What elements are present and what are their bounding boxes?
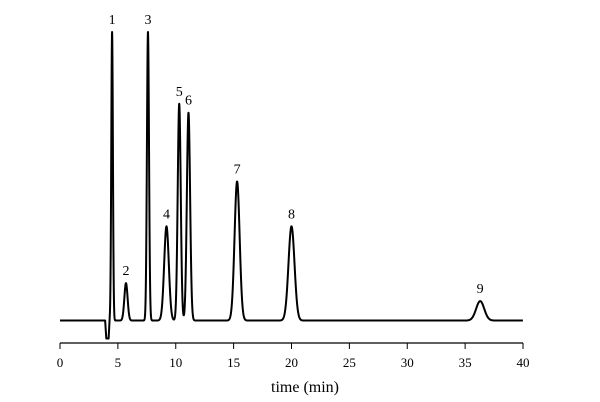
- peak-label-9: 9: [477, 282, 484, 297]
- x-tick-label: 25: [343, 355, 356, 370]
- x-tick-label: 35: [459, 355, 472, 370]
- x-axis: 0 5 10 15 20 25 30 35 40: [57, 342, 530, 370]
- peak-label-4: 4: [163, 207, 170, 222]
- peak-labels: 1 2 3 4 56 7 8 9: [109, 13, 484, 297]
- peak-label-2: 2: [122, 264, 129, 279]
- chromatogram-trace: [59, 31, 524, 340]
- peak-label-6: 6: [185, 94, 192, 109]
- x-axis-title: time (min): [271, 379, 339, 396]
- x-tick-label: 40: [517, 355, 530, 370]
- x-tick-label: 30: [401, 355, 414, 370]
- x-tick-label: 10: [169, 355, 182, 370]
- x-tick-label: 0: [57, 355, 64, 370]
- peak-label-3: 3: [144, 13, 151, 28]
- x-tick-label: 5: [115, 355, 122, 370]
- chromatogram-trace-group: [59, 31, 524, 340]
- peak-label-5: 5: [176, 85, 183, 100]
- peak-label-1: 1: [109, 13, 116, 28]
- peak-label-8: 8: [288, 207, 295, 222]
- x-tick-label: 15: [227, 355, 240, 370]
- x-tick-label: 20: [285, 355, 298, 370]
- peak-label-7: 7: [234, 163, 241, 178]
